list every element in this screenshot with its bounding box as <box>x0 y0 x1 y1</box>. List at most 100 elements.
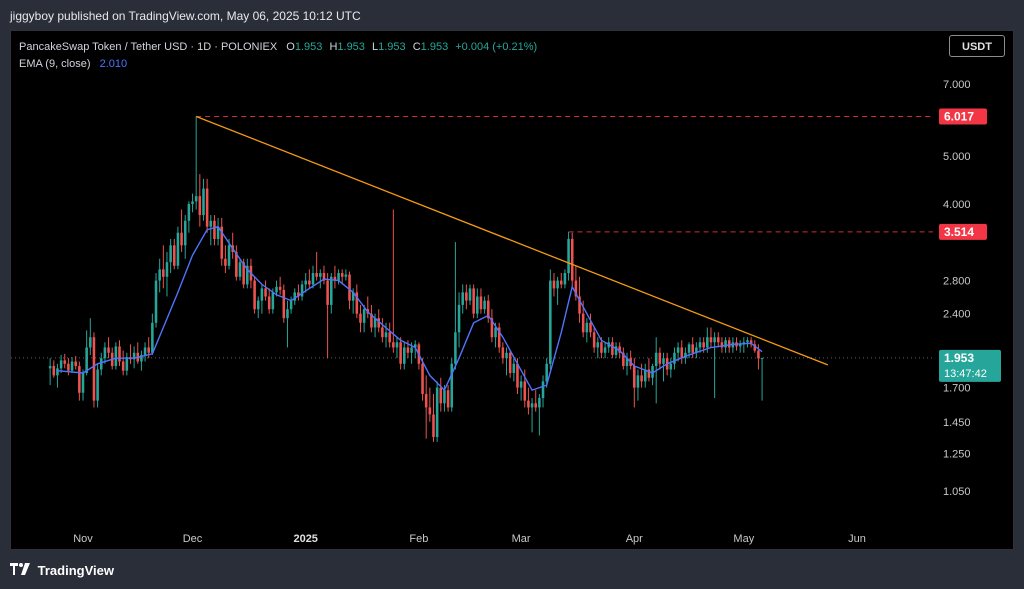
ema-line <box>57 225 763 392</box>
x-tick-label: Dec <box>183 533 203 545</box>
last-price-value: 1.953 <box>944 351 974 365</box>
candle-body <box>596 342 600 348</box>
price-level-badge-bg <box>939 108 987 125</box>
candle-body <box>399 342 402 364</box>
candle-body <box>523 381 527 401</box>
candle-body <box>406 347 410 353</box>
publisher-text: jiggyboy published on TradingView.com, M… <box>10 9 361 23</box>
candle-body <box>545 363 548 382</box>
candle-body <box>567 238 570 274</box>
candle-body <box>563 273 567 285</box>
candle-body <box>373 318 377 328</box>
candle-body <box>476 296 479 314</box>
candle-body <box>746 340 749 343</box>
candle-body <box>220 226 224 259</box>
candle-body <box>552 280 556 289</box>
candle-body <box>205 188 209 227</box>
candle-body <box>392 342 395 348</box>
candle-body <box>483 300 486 310</box>
candle-body <box>169 245 172 263</box>
candle-body <box>59 360 63 369</box>
tradingview-logo[interactable]: TradingView <box>10 563 114 578</box>
footer: TradingView <box>0 550 1024 589</box>
candle-body <box>651 366 654 378</box>
candle-body <box>355 292 359 314</box>
candle-body <box>359 313 362 323</box>
candle-body <box>581 313 585 333</box>
candle-body <box>151 322 154 353</box>
change-value: +0.004 (+0.21%) <box>455 41 538 53</box>
candle-body <box>512 363 516 373</box>
candle-body <box>600 342 603 353</box>
candle-body <box>687 344 691 353</box>
candle-body <box>267 296 271 310</box>
indicator-row: EMA (9, close) 2.010 <box>19 56 537 73</box>
y-tick-label: 2.800 <box>943 276 971 288</box>
candle-body <box>183 220 187 246</box>
candle-body <box>684 352 687 359</box>
candle-body <box>198 196 202 216</box>
price-chart[interactable]: 7.000 5.000 4.000 2.800 2.400 1.700 1.450 1.250… <box>11 31 1014 550</box>
bar-countdown: 13:47:42 <box>944 368 987 380</box>
candle-body <box>81 372 85 393</box>
candle-body <box>172 245 176 266</box>
candle-body <box>271 292 275 310</box>
candle-body <box>454 332 457 364</box>
candle-body <box>570 238 574 281</box>
candle-body <box>443 390 446 404</box>
candle-body <box>468 288 472 301</box>
candle-body <box>424 394 428 408</box>
candle-body <box>614 346 618 355</box>
candle-body <box>497 327 501 348</box>
candle-body <box>275 286 278 293</box>
candle-body <box>589 322 592 333</box>
candle-body <box>322 273 326 281</box>
candle-body <box>154 280 158 323</box>
candle-body <box>304 280 307 285</box>
candle-body <box>490 318 494 338</box>
currency-button[interactable]: USDT <box>949 35 1005 57</box>
candle-body <box>706 337 709 348</box>
symbol-name[interactable]: PancakeSwap Token / Tether USD · 1D · PO… <box>19 41 278 53</box>
candle-body <box>85 347 88 373</box>
candle-body <box>162 269 165 277</box>
candle-body <box>319 273 322 277</box>
tradingview-logo-icon <box>10 563 30 578</box>
y-tick-label: 1.050 <box>943 486 971 498</box>
chart-panel[interactable]: 7.000 5.000 4.000 2.800 2.400 1.700 1.450 1.250… <box>10 30 1014 550</box>
candle-body <box>370 313 373 328</box>
x-tick-label: May <box>733 533 754 545</box>
ema-value: 2.010 <box>99 58 128 70</box>
ema-label[interactable]: EMA (9, close) <box>19 58 91 70</box>
candle-body <box>107 347 110 353</box>
candle-body <box>235 251 238 277</box>
candle-body <box>435 387 439 438</box>
candle-body <box>103 347 107 359</box>
candle-body <box>194 196 198 202</box>
candle-body <box>388 332 391 343</box>
candle-body <box>658 352 662 364</box>
low-value: 1.953 <box>378 41 406 53</box>
candle-body <box>143 347 147 355</box>
candle-body <box>432 414 435 438</box>
candle-body <box>282 289 286 319</box>
candle-body <box>209 220 213 227</box>
candle-body <box>505 352 508 359</box>
x-tick-label: Nov <box>73 533 93 545</box>
candle-body <box>260 288 264 301</box>
candle-body <box>264 288 267 297</box>
candle-body <box>578 296 581 314</box>
candle-body <box>114 346 118 367</box>
candle-body <box>519 381 523 388</box>
candle-body <box>297 292 300 297</box>
candle-body <box>329 276 333 305</box>
candle-body <box>362 309 366 323</box>
tradingview-brand: TradingView <box>37 563 114 578</box>
candle-body <box>698 342 702 348</box>
candle-body <box>344 274 348 277</box>
candle-body <box>333 276 337 281</box>
candle-body <box>592 332 596 348</box>
price-level-badge: 3.514 <box>939 223 987 240</box>
candle-body <box>147 347 150 353</box>
candle-body <box>713 337 716 343</box>
